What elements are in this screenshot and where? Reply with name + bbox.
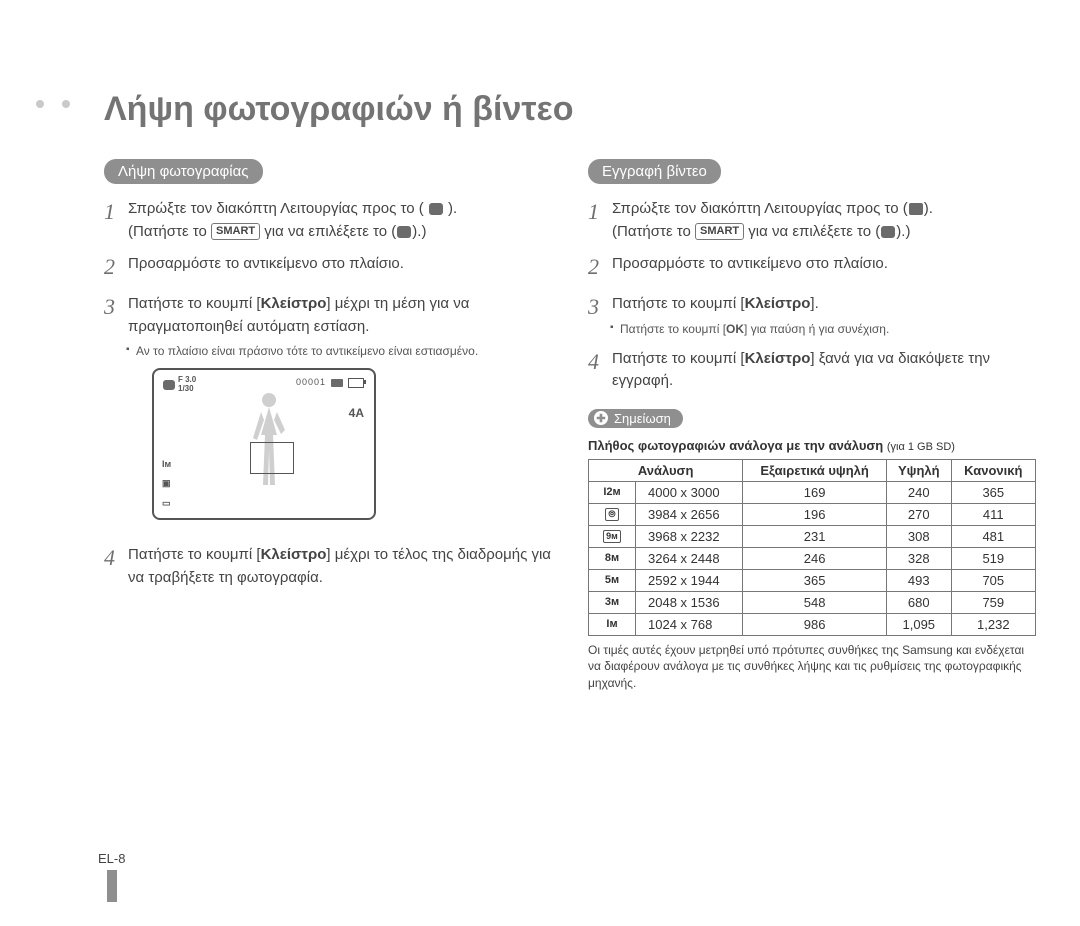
sd-icon xyxy=(331,379,343,387)
vf-exposure: F 3.01/30 xyxy=(178,376,196,394)
page-number: EL-8 xyxy=(98,851,125,902)
table-footnote: Οι τιμές αυτές έχουν μετρηθεί υπό πρότυπ… xyxy=(588,642,1036,692)
step-1: 1 Σπρώξτε τον διακόπτη Λειτουργίας προς … xyxy=(104,198,552,243)
note-heading: Πλήθος φωτογραφιών ανάλογα με την ανάλυσ… xyxy=(588,438,1036,453)
step-3-note: Αν το πλαίσιο είναι πράσινο τότε το αντι… xyxy=(128,342,552,360)
table-row: ⦾3984 x 2656196270411 xyxy=(589,503,1036,525)
table-row: I2м4000 x 3000169240365 xyxy=(589,481,1036,503)
note-pill: ✚ Σημείωση xyxy=(588,409,683,428)
pill-video: Εγγραφή βίντεο xyxy=(588,159,721,184)
smart-video-icon xyxy=(881,226,895,238)
table-row: 8м3264 x 2448246328519 xyxy=(589,547,1036,569)
camera-icon xyxy=(429,203,443,215)
page-bar xyxy=(107,870,117,902)
vf-mode-icon xyxy=(162,374,176,397)
page-title: Λήψη φωτογραφιών ή βίντεο xyxy=(104,90,1052,129)
col-video: Εγγραφή βίντεο 1 Σπρώξτε τον διακόπτη Λε… xyxy=(588,159,1036,692)
smart-button: SMART xyxy=(211,223,260,240)
pill-photo: Λήψη φωτογραφίας xyxy=(104,159,263,184)
step-4: 4 Πατήστε το κουμπί [Κλείστρο] μέχρι το … xyxy=(104,544,552,589)
step-2: 2 Προσαρμόστε το αντικείμενο στο πλαίσιο… xyxy=(104,253,552,283)
col-photo: Λήψη φωτογραφίας 1 Σπρώξτε τον διακόπτη … xyxy=(104,159,552,692)
vstep-3: 3 Πατήστε το κουμπί [Κλείστρο]. Πατήστε … xyxy=(588,293,1036,338)
table-head: Ανάλυση Εξαιρετικά υψηλή Υψηλή Κανονική xyxy=(589,459,1036,481)
vstep-3-note: Πατήστε το κουμπί [OK] για παύση ή για σ… xyxy=(612,320,1036,338)
steps-video: 1 Σπρώξτε τον διακόπτη Λειτουργίας προς … xyxy=(588,198,1036,393)
viewfinder: F 3.01/30 00001 4A xyxy=(152,368,376,520)
smart-mode-icon xyxy=(397,226,411,238)
vstep-2: 2 Προσαρμόστε το αντικείμενο στο πλαίσιο… xyxy=(588,253,1036,283)
table-row: 3м2048 x 1536548680759 xyxy=(589,591,1036,613)
resolution-table: Ανάλυση Εξαιρετικά υψηλή Υψηλή Κανονική … xyxy=(588,459,1036,636)
page: Λήψη φωτογραφιών ή βίντεο Λήψη φωτογραφί… xyxy=(0,90,1080,926)
table-row: 5м2592 x 1944365493705 xyxy=(589,569,1036,591)
video-icon xyxy=(909,203,923,215)
step-3: 3 Πατήστε το κουμπί [Κλείστρο] μέχρι τη … xyxy=(104,293,552,534)
vf-side-icons: Iм ▣ ▭ xyxy=(162,458,171,511)
battery-icon xyxy=(348,378,364,388)
punch-holes xyxy=(36,100,70,108)
note-plus-icon: ✚ xyxy=(594,411,608,425)
smart-button: SMART xyxy=(695,223,744,240)
table-body: I2м4000 x 3000169240365 ⦾3984 x 26561962… xyxy=(589,481,1036,635)
steps-photo: 1 Σπρώξτε τον διακόπτη Λειτουργίας προς … xyxy=(104,198,552,589)
vstep-1: 1 Σπρώξτε τον διακόπτη Λειτουργίας προς … xyxy=(588,198,1036,243)
flash-icon: 4A xyxy=(349,404,364,422)
vstep-4: 4 Πατήστε το κουμπί [Κλείστρο] ξανά για … xyxy=(588,348,1036,393)
table-row: 9м3968 x 2232231308481 xyxy=(589,525,1036,547)
table-row: Iм1024 x 7689861,0951,232 xyxy=(589,613,1036,635)
columns: Λήψη φωτογραφίας 1 Σπρώξτε τον διακόπτη … xyxy=(104,159,1036,692)
focus-frame xyxy=(250,442,294,474)
vf-counter: 00001 xyxy=(296,376,364,390)
